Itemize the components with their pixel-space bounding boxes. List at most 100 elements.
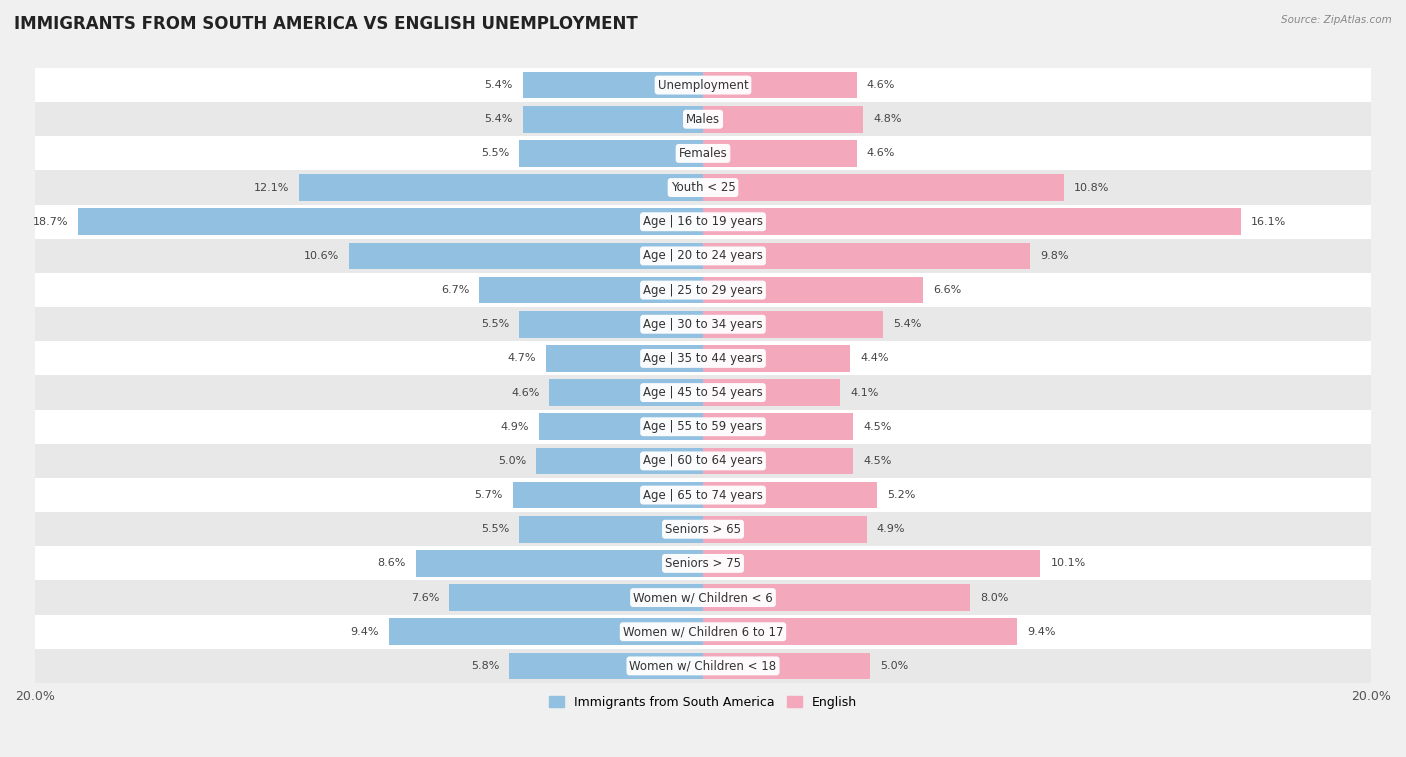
Text: 4.4%: 4.4%	[860, 354, 889, 363]
Text: 18.7%: 18.7%	[32, 217, 69, 227]
Bar	[523, 72, 703, 98]
Text: 5.5%: 5.5%	[481, 148, 509, 158]
Bar	[703, 379, 839, 406]
Bar	[519, 311, 703, 338]
Text: 4.9%: 4.9%	[501, 422, 529, 431]
Bar	[540, 413, 703, 440]
Text: 7.6%: 7.6%	[411, 593, 439, 603]
Text: 10.8%: 10.8%	[1074, 182, 1109, 192]
Bar	[389, 618, 703, 645]
Bar	[703, 653, 870, 679]
Bar	[519, 140, 703, 167]
Text: 16.1%: 16.1%	[1251, 217, 1286, 227]
Legend: Immigrants from South America, English: Immigrants from South America, English	[544, 690, 862, 714]
Bar	[703, 584, 970, 611]
Bar	[703, 277, 924, 304]
Text: Age | 20 to 24 years: Age | 20 to 24 years	[643, 249, 763, 263]
Text: Women w/ Children < 6: Women w/ Children < 6	[633, 591, 773, 604]
Text: IMMIGRANTS FROM SOUTH AMERICA VS ENGLISH UNEMPLOYMENT: IMMIGRANTS FROM SOUTH AMERICA VS ENGLISH…	[14, 15, 638, 33]
Text: Unemployment: Unemployment	[658, 79, 748, 92]
Text: 5.0%: 5.0%	[880, 661, 908, 671]
Text: Age | 60 to 64 years: Age | 60 to 64 years	[643, 454, 763, 467]
Bar	[35, 410, 1371, 444]
Bar	[703, 72, 856, 98]
Text: Age | 30 to 34 years: Age | 30 to 34 years	[643, 318, 763, 331]
Bar	[703, 140, 856, 167]
Bar	[35, 341, 1371, 375]
Bar	[703, 481, 877, 509]
Text: Males: Males	[686, 113, 720, 126]
Text: 8.0%: 8.0%	[980, 593, 1008, 603]
Text: Age | 65 to 74 years: Age | 65 to 74 years	[643, 488, 763, 502]
Bar	[35, 204, 1371, 238]
Text: 5.5%: 5.5%	[481, 525, 509, 534]
Text: 4.1%: 4.1%	[851, 388, 879, 397]
Text: 5.4%: 5.4%	[484, 80, 513, 90]
Text: 9.8%: 9.8%	[1040, 251, 1069, 261]
Text: Age | 55 to 59 years: Age | 55 to 59 years	[643, 420, 763, 433]
Text: 4.6%: 4.6%	[866, 148, 896, 158]
Bar	[35, 273, 1371, 307]
Bar	[550, 379, 703, 406]
Bar	[509, 653, 703, 679]
Text: 4.9%: 4.9%	[877, 525, 905, 534]
Bar	[35, 547, 1371, 581]
Bar	[536, 447, 703, 474]
Text: 4.8%: 4.8%	[873, 114, 901, 124]
Bar	[35, 512, 1371, 547]
Text: 8.6%: 8.6%	[377, 559, 406, 569]
Text: 9.4%: 9.4%	[350, 627, 380, 637]
Bar	[703, 174, 1064, 201]
Bar	[523, 106, 703, 132]
Text: 10.6%: 10.6%	[304, 251, 339, 261]
Text: Age | 25 to 29 years: Age | 25 to 29 years	[643, 284, 763, 297]
Bar	[703, 345, 851, 372]
Bar	[513, 481, 703, 509]
Bar	[703, 208, 1240, 235]
Text: 5.7%: 5.7%	[474, 490, 502, 500]
Bar	[35, 581, 1371, 615]
Text: 4.7%: 4.7%	[508, 354, 536, 363]
Text: 10.1%: 10.1%	[1050, 559, 1085, 569]
Bar	[703, 106, 863, 132]
Bar	[703, 618, 1017, 645]
Bar	[35, 615, 1371, 649]
Text: Women w/ Children < 18: Women w/ Children < 18	[630, 659, 776, 672]
Text: 4.6%: 4.6%	[866, 80, 896, 90]
Bar	[35, 102, 1371, 136]
Text: 5.5%: 5.5%	[481, 319, 509, 329]
Bar	[546, 345, 703, 372]
Bar	[479, 277, 703, 304]
Text: Age | 35 to 44 years: Age | 35 to 44 years	[643, 352, 763, 365]
Bar	[35, 170, 1371, 204]
Bar	[35, 136, 1371, 170]
Text: Age | 16 to 19 years: Age | 16 to 19 years	[643, 215, 763, 229]
Bar	[35, 649, 1371, 683]
Text: 5.2%: 5.2%	[887, 490, 915, 500]
Text: 4.5%: 4.5%	[863, 456, 891, 466]
Text: Age | 45 to 54 years: Age | 45 to 54 years	[643, 386, 763, 399]
Text: 9.4%: 9.4%	[1026, 627, 1056, 637]
Text: Youth < 25: Youth < 25	[671, 181, 735, 194]
Text: 5.4%: 5.4%	[893, 319, 922, 329]
Bar	[35, 375, 1371, 410]
Text: 5.4%: 5.4%	[484, 114, 513, 124]
Bar	[349, 242, 703, 269]
Text: 5.0%: 5.0%	[498, 456, 526, 466]
Text: 5.8%: 5.8%	[471, 661, 499, 671]
Bar	[519, 516, 703, 543]
Bar	[703, 550, 1040, 577]
Text: Seniors > 75: Seniors > 75	[665, 557, 741, 570]
Text: 6.7%: 6.7%	[441, 285, 470, 295]
Bar	[79, 208, 703, 235]
Bar	[703, 242, 1031, 269]
Text: 6.6%: 6.6%	[934, 285, 962, 295]
Text: Source: ZipAtlas.com: Source: ZipAtlas.com	[1281, 15, 1392, 25]
Bar	[703, 311, 883, 338]
Bar	[35, 444, 1371, 478]
Bar	[35, 307, 1371, 341]
Bar	[449, 584, 703, 611]
Bar	[416, 550, 703, 577]
Bar	[35, 68, 1371, 102]
Bar	[703, 447, 853, 474]
